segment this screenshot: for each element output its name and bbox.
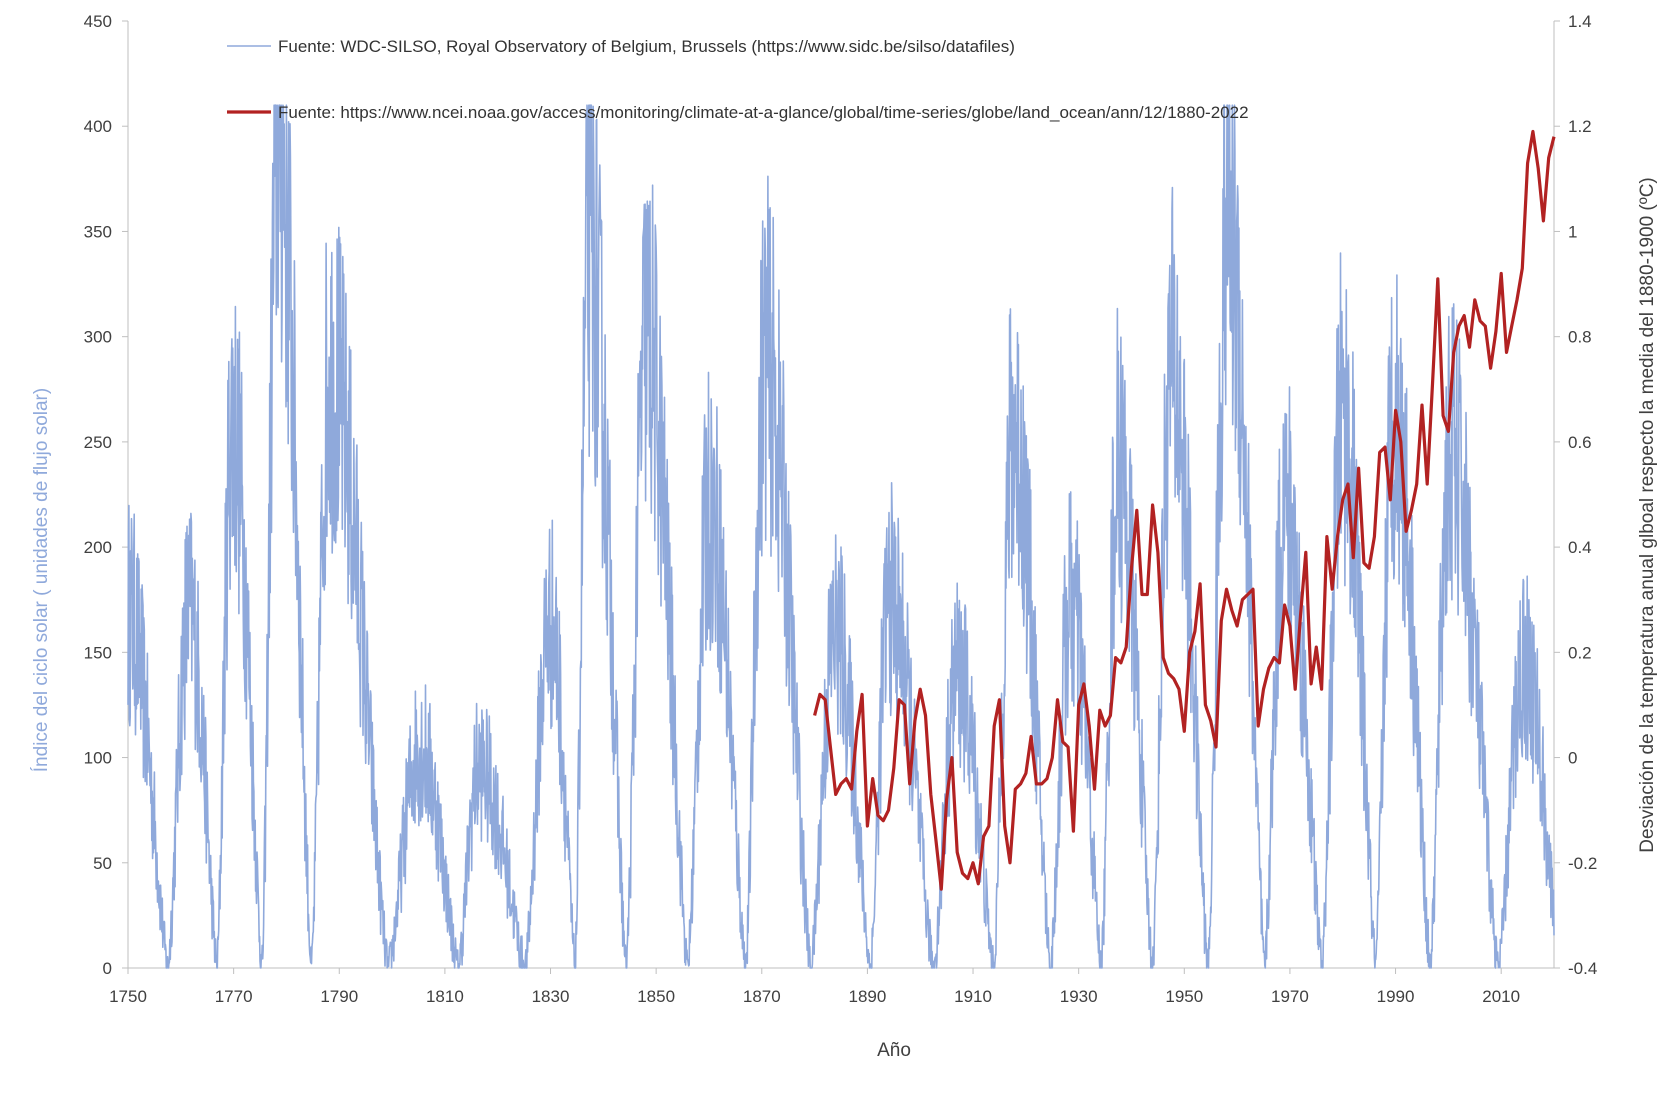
- legend: Fuente: WDC-SILSO, Royal Observatory of …: [227, 37, 1249, 122]
- left-tick-label: 350: [84, 222, 112, 241]
- x-tick-label: 1830: [532, 987, 570, 1006]
- x-tick-label: 2010: [1482, 987, 1520, 1006]
- x-tick-label: 1750: [109, 987, 147, 1006]
- series-lines: [127, 104, 1556, 969]
- right-tick-label: 0.8: [1568, 328, 1592, 347]
- left-tick-label: 450: [84, 12, 112, 31]
- x-tick-label: 1890: [848, 987, 886, 1006]
- axes: [122, 20, 1560, 974]
- right-tick-label: 0.2: [1568, 643, 1592, 662]
- x-tick-label: 1810: [426, 987, 464, 1006]
- right-tick-label: 0: [1568, 749, 1577, 768]
- left-tick-label: 200: [84, 538, 112, 557]
- x-tick-label: 1910: [954, 987, 992, 1006]
- right-tick-label: 0.6: [1568, 433, 1592, 452]
- sunspot-series-line: [127, 104, 1555, 969]
- x-tick-label: 1950: [1165, 987, 1203, 1006]
- right-tick-label: -0.4: [1568, 959, 1597, 978]
- right-tick-label: 1.4: [1568, 12, 1592, 31]
- x-tick-label: 1930: [1060, 987, 1098, 1006]
- x-tick-label: 1970: [1271, 987, 1309, 1006]
- legend-label-sunspot: Fuente: WDC-SILSO, Royal Observatory of …: [278, 37, 1015, 56]
- left-tick-label: 250: [84, 433, 112, 452]
- right-tick-label: -0.2: [1568, 854, 1597, 873]
- left-tick-label: 400: [84, 117, 112, 136]
- left-tick-label: 50: [93, 854, 112, 873]
- left-y-axis-title: Índice del ciclo solar ( unidades de flu…: [31, 388, 52, 772]
- right-tick-label: 1: [1568, 222, 1577, 241]
- x-tick-label: 1790: [320, 987, 358, 1006]
- temperature-series-line: [813, 129, 1556, 891]
- x-tick-label: 1990: [1377, 987, 1415, 1006]
- right-y-axis-title: Desviación de la temperatura anual glboa…: [1637, 177, 1658, 853]
- x-tick-label: 1770: [215, 987, 253, 1006]
- left-tick-label: 100: [84, 749, 112, 768]
- left-tick-label: 300: [84, 328, 112, 347]
- tick-labels: 0 50 100 150 200 250 300 350 400 450 -0.4 -0.2 0 0.2 0…: [84, 12, 1598, 1006]
- x-axis-title: Año: [877, 1040, 911, 1061]
- x-tick-label: 1870: [743, 987, 781, 1006]
- x-tick-label: 1850: [637, 987, 675, 1006]
- legend-label-temperature: Fuente: https://www.ncei.noaa.gov/access…: [278, 103, 1249, 122]
- right-tick-label: 0.4: [1568, 538, 1592, 557]
- left-tick-label: 150: [84, 643, 112, 662]
- left-tick-label: 0: [103, 959, 112, 978]
- right-tick-label: 1.2: [1568, 117, 1592, 136]
